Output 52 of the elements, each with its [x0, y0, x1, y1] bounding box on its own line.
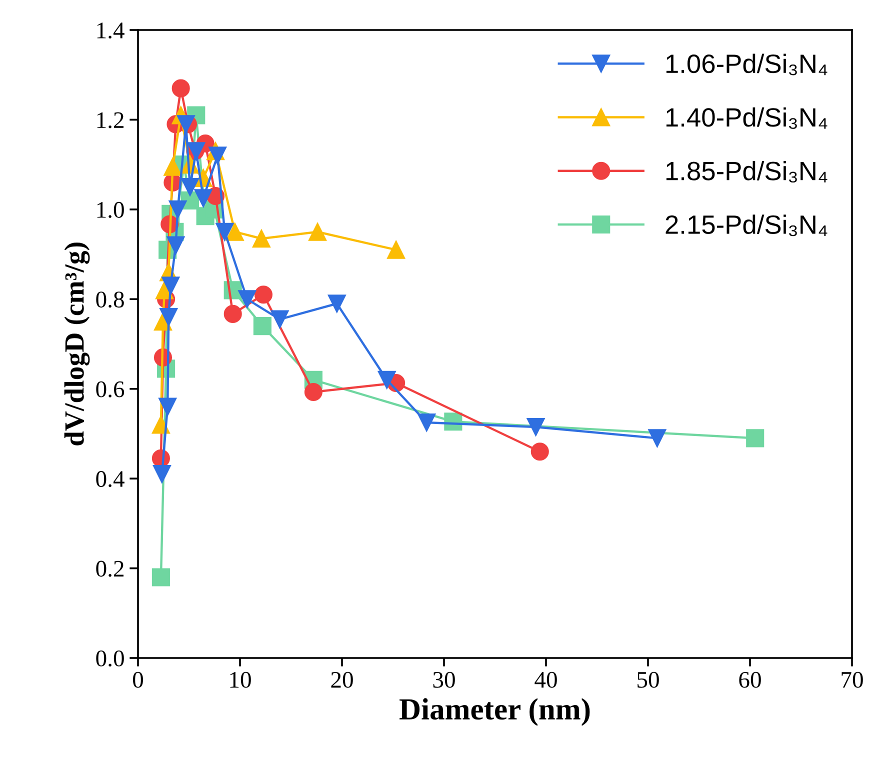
legend-label: 1.85-Pd/Si₃N₄ — [666, 161, 828, 183]
point — [166, 236, 185, 254]
point — [254, 286, 272, 304]
x-tick-label: 0 — [132, 672, 144, 688]
point — [194, 189, 212, 208]
y-tick-label: 1.0 — [97, 202, 124, 218]
y-tick-label: 1.4 — [97, 22, 124, 39]
point — [328, 294, 346, 313]
x-tick-label: 10 — [230, 672, 251, 688]
x-tick-label: 30 — [433, 672, 455, 688]
y-tick-label: 0.2 — [96, 560, 124, 577]
point — [648, 429, 666, 448]
point — [152, 568, 170, 586]
point — [252, 230, 270, 248]
y-tick-label: 0.8 — [96, 292, 124, 308]
point — [224, 304, 242, 323]
x-tick-label: 20 — [331, 672, 353, 688]
point — [226, 222, 244, 241]
point — [216, 222, 234, 241]
y-tick-label: 0.6 — [96, 381, 124, 398]
legend-label: 1.06-Pd/Si₃N₄ — [666, 54, 828, 76]
point — [304, 382, 322, 402]
point — [418, 413, 436, 432]
x-tick-label: 60 — [739, 672, 761, 688]
point — [158, 398, 177, 416]
point — [530, 442, 549, 461]
point — [152, 465, 171, 484]
point — [180, 178, 200, 196]
point — [168, 200, 187, 218]
y-tick-label: 0.0 — [96, 650, 124, 667]
x-tick-label: 70 — [842, 672, 863, 688]
point — [208, 146, 227, 165]
point — [160, 308, 178, 326]
point — [746, 429, 764, 448]
point — [164, 158, 182, 176]
point — [238, 290, 256, 308]
x-tick-label: 50 — [638, 672, 659, 688]
point — [270, 310, 289, 328]
point — [526, 418, 545, 436]
y-tick-label: 1.2 — [97, 112, 124, 128]
legend-label: 2.15-Pd/Si₃N₄ — [666, 214, 828, 236]
y-axis-title: dV/dlogD (cm³/g) — [64, 242, 90, 446]
y-tick-label: 0.4 — [96, 471, 124, 488]
x-axis-title: Diameter (nm) — [400, 698, 590, 726]
point — [162, 276, 180, 295]
point — [308, 222, 327, 241]
point — [387, 240, 406, 259]
point — [253, 317, 272, 336]
point — [172, 79, 190, 98]
x-tick-label: 40 — [534, 672, 557, 688]
legend-label: 1.40-Pd/Si₃N₄ — [666, 107, 828, 129]
point — [378, 370, 396, 389]
